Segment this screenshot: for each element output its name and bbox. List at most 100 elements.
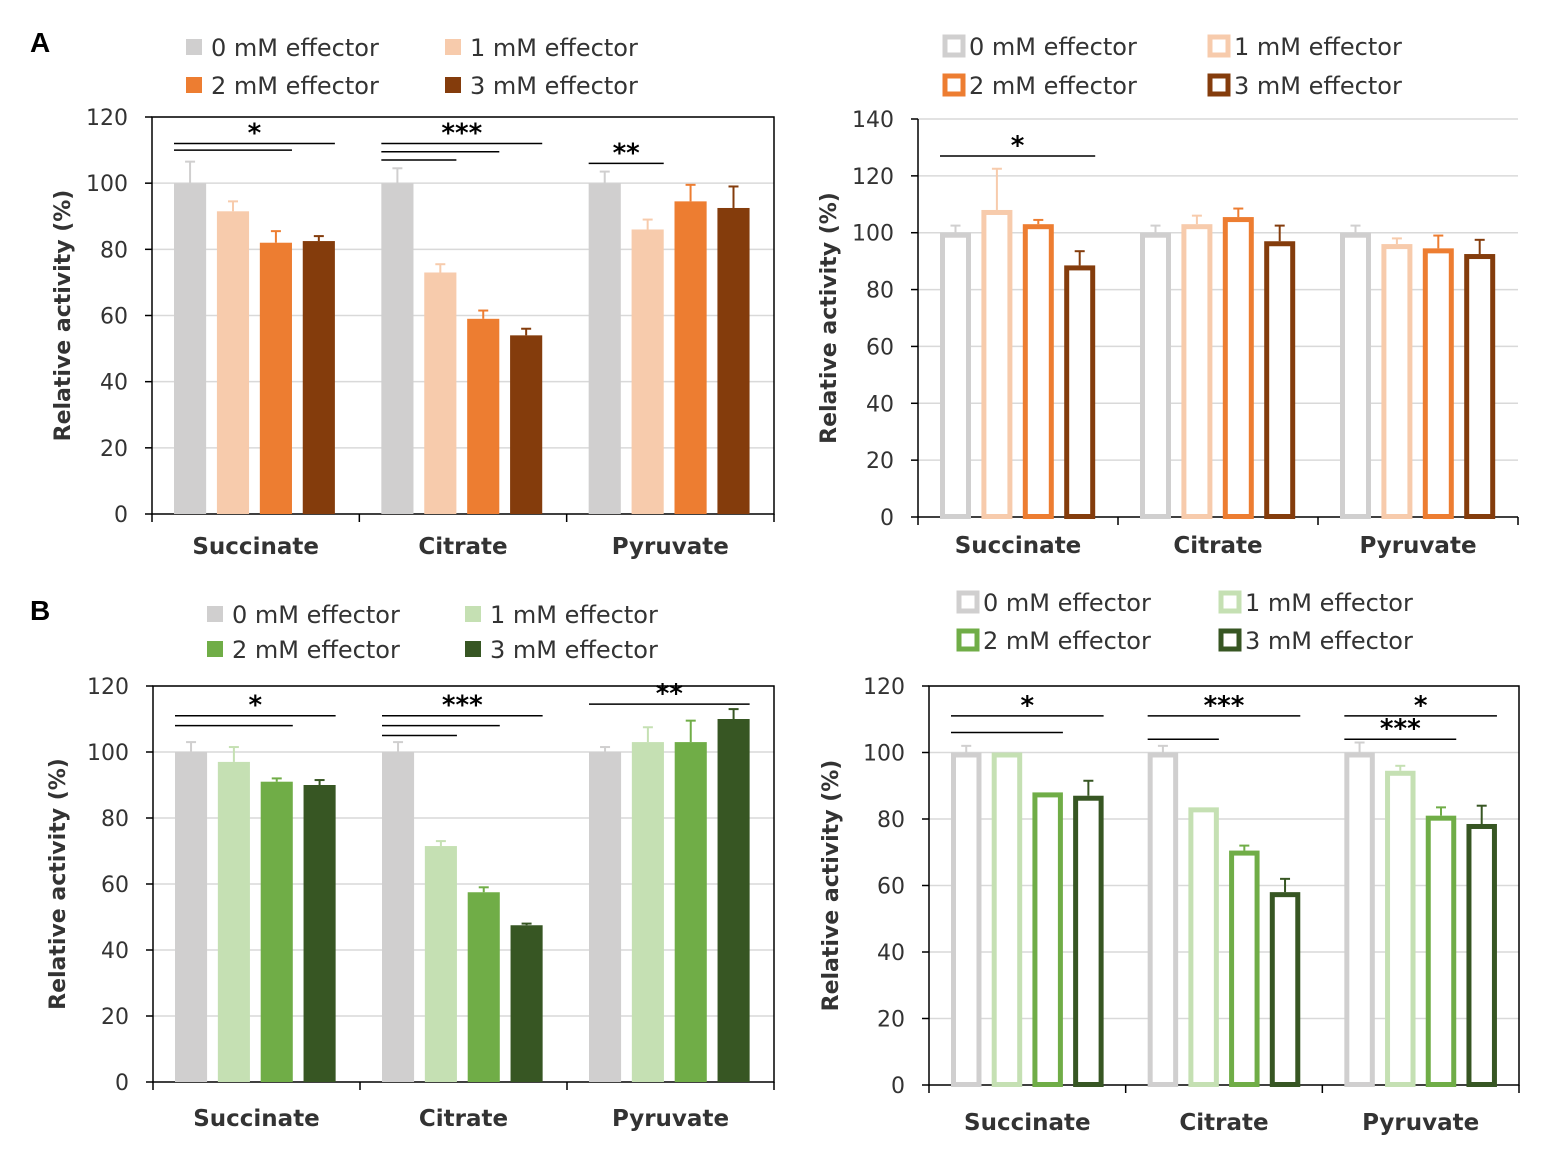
y-tick-label: 100	[87, 741, 129, 766]
y-tick-label: 120	[86, 106, 128, 131]
legend-label: 3 mM effector	[1234, 72, 1402, 100]
y-tick-label: 80	[866, 279, 894, 304]
category-label: Citrate	[419, 1106, 508, 1132]
legend-swatch	[207, 641, 223, 657]
y-axis-label: Relative activity (%)	[817, 192, 842, 444]
category-label: Citrate	[1173, 533, 1262, 559]
bar	[1264, 241, 1296, 519]
legend-swatch	[207, 606, 223, 622]
y-tick-label: 40	[877, 941, 905, 966]
bar	[631, 229, 664, 514]
bar	[259, 242, 292, 514]
category-label: Pyruvate	[612, 534, 729, 560]
bar	[381, 183, 414, 514]
chart-a-outline: 0 20 40 60 80 100 120 140 Relative activity (%) S…	[817, 33, 1519, 559]
category-label: Succinate	[955, 533, 1082, 559]
bar	[217, 761, 250, 1082]
legend-label: 1 mM effector	[1245, 589, 1413, 617]
significance-marker: ***	[1380, 714, 1421, 744]
bar	[1229, 850, 1260, 1088]
y-tick-label: 80	[101, 807, 129, 832]
significance-marker: *	[248, 118, 262, 148]
legend-swatch	[186, 39, 202, 55]
bar	[1147, 752, 1179, 1087]
significance-marker: **	[656, 679, 684, 709]
bar	[510, 335, 543, 514]
y-axis-label: Relative activity (%)	[819, 760, 844, 1012]
bar	[717, 719, 750, 1082]
y-tick-label: 120	[852, 165, 894, 190]
bar	[1344, 752, 1375, 1087]
y-tick-label: 80	[100, 238, 128, 263]
legend-swatch	[186, 77, 202, 93]
bar	[1340, 232, 1371, 519]
legend-label: 3 mM effector	[470, 72, 638, 100]
category-label: Succinate	[192, 534, 319, 560]
bar	[382, 752, 415, 1082]
bar	[1140, 232, 1171, 519]
panel-label-a: A	[30, 27, 50, 58]
bar	[1466, 823, 1497, 1087]
y-axis-label: Relative activity (%)	[46, 758, 71, 1010]
bar	[174, 183, 207, 514]
y-tick-label: 100	[852, 222, 894, 247]
legend-swatch	[465, 641, 481, 657]
bar	[940, 232, 971, 519]
y-tick-label: 20	[101, 1005, 129, 1030]
bar	[991, 752, 1023, 1087]
legend-swatch	[942, 73, 966, 97]
category-label: Citrate	[418, 534, 507, 560]
y-tick-label: 0	[115, 1071, 129, 1096]
legend-label: 0 mM effector	[232, 601, 400, 629]
y-tick-label: 80	[877, 808, 905, 833]
significance-marker: **	[613, 138, 641, 168]
y-tick-label: 100	[86, 172, 128, 197]
category-label: Succinate	[964, 1110, 1091, 1136]
y-tick-label: 120	[863, 675, 905, 700]
y-tick-label: 20	[866, 449, 894, 474]
legend-swatch	[445, 39, 461, 55]
y-tick-label: 0	[880, 506, 894, 531]
y-tick-label: 40	[866, 392, 894, 417]
bar	[302, 241, 335, 514]
bar	[303, 785, 336, 1082]
bar	[1222, 217, 1254, 519]
legend-label: 2 mM effector	[232, 636, 400, 664]
bar	[674, 201, 707, 515]
bar	[1422, 248, 1454, 519]
bar	[424, 272, 457, 514]
bar	[1022, 224, 1054, 520]
category-label: Pyruvate	[612, 1106, 729, 1132]
y-tick-label: 60	[866, 335, 894, 360]
bar	[589, 752, 622, 1082]
y-tick-label: 120	[87, 675, 129, 700]
bar	[717, 207, 750, 514]
significance-marker: ***	[441, 118, 482, 148]
bar	[467, 318, 500, 514]
plot-frame	[152, 685, 775, 1083]
bar	[260, 781, 293, 1082]
bar	[1269, 892, 1301, 1088]
legend-swatch	[956, 628, 980, 652]
panel-label-b: B	[30, 595, 50, 626]
bar	[588, 183, 621, 514]
bar	[1188, 807, 1219, 1087]
y-tick-label: 60	[100, 305, 128, 330]
y-tick-label: 0	[891, 1074, 905, 1099]
legend-swatch	[1218, 628, 1242, 652]
bar	[1425, 815, 1457, 1087]
bar	[1181, 224, 1213, 520]
chart-a-filled: 0 20 40 60 80 100 120 Relative activity (%) Succ…	[51, 34, 775, 560]
plot-frame	[151, 116, 775, 515]
legend-swatch	[1207, 34, 1231, 58]
y-tick-label: 20	[100, 437, 128, 462]
category-label: Succinate	[193, 1106, 320, 1132]
significance-marker: *	[1021, 691, 1035, 721]
legend-swatch	[1218, 590, 1242, 614]
category-label: Pyruvate	[1362, 1110, 1479, 1136]
bar	[951, 752, 982, 1087]
significance-marker: ***	[1204, 691, 1245, 721]
legend-label: 3 mM effector	[490, 636, 658, 664]
legend-label: 0 mM effector	[969, 33, 1137, 61]
legend-label: 2 mM effector	[211, 72, 379, 100]
